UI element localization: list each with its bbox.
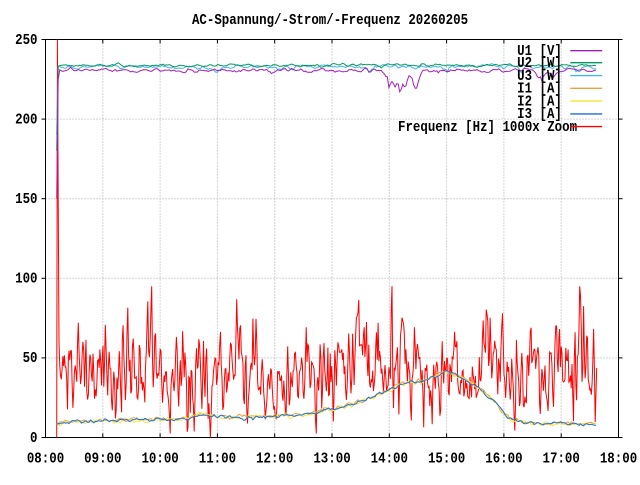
- svg-text:200: 200: [15, 113, 37, 129]
- svg-text:0: 0: [30, 431, 37, 447]
- svg-text:AC-Spannung/-Strom/-Frequenz 2: AC-Spannung/-Strom/-Frequenz 20260205: [192, 12, 468, 29]
- svg-text:16:00: 16:00: [485, 452, 522, 468]
- svg-text:Frequenz [Hz] 1000x Zoom: Frequenz [Hz] 1000x Zoom: [398, 119, 577, 136]
- svg-text:11:00: 11:00: [199, 452, 236, 468]
- svg-text:12:00: 12:00: [256, 452, 293, 468]
- svg-text:250: 250: [15, 33, 37, 49]
- svg-text:10:00: 10:00: [141, 452, 178, 468]
- svg-text:15:00: 15:00: [428, 452, 465, 468]
- svg-text:13:00: 13:00: [313, 452, 350, 468]
- svg-text:09:00: 09:00: [84, 452, 121, 468]
- svg-text:100: 100: [15, 272, 37, 288]
- svg-text:18:00: 18:00: [600, 452, 637, 468]
- svg-text:17:00: 17:00: [543, 452, 580, 468]
- svg-text:50: 50: [23, 351, 38, 367]
- svg-text:14:00: 14:00: [371, 452, 408, 468]
- svg-text:150: 150: [15, 192, 37, 208]
- svg-text:08:00: 08:00: [27, 452, 64, 468]
